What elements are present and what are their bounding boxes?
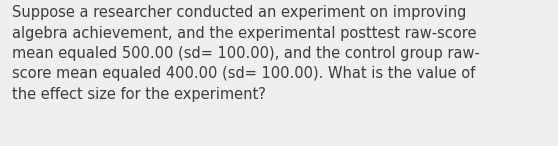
- Text: Suppose a researcher conducted an experiment on improving
algebra achievement, a: Suppose a researcher conducted an experi…: [12, 5, 480, 102]
